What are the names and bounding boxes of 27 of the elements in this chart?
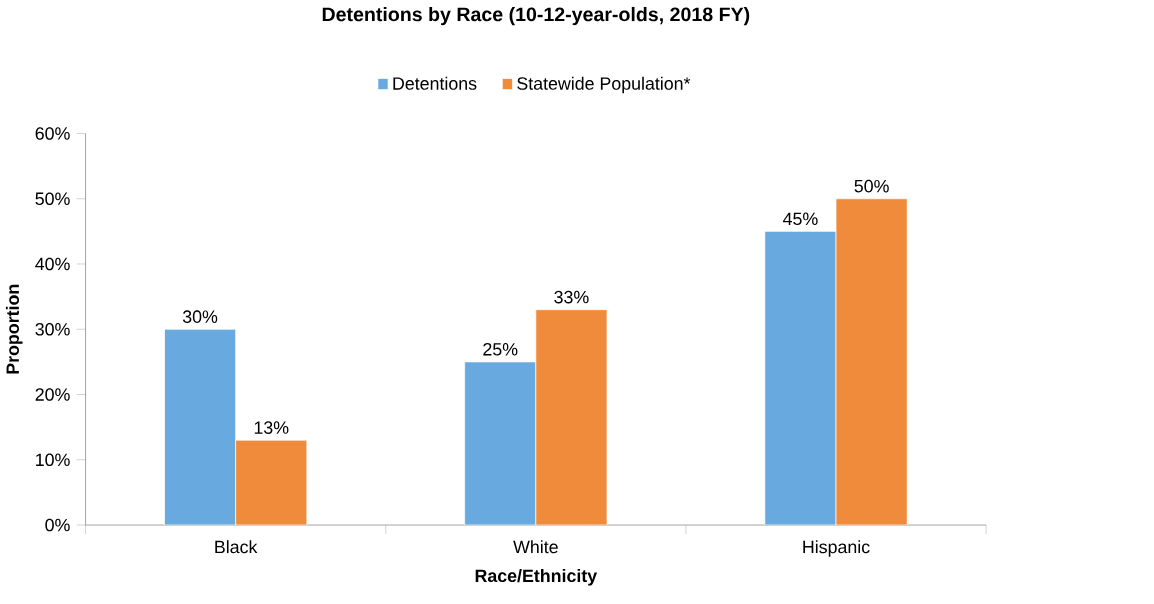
y-axis-title: Proportion: [5, 284, 23, 374]
bar: [164, 328, 237, 525]
bar: [464, 361, 537, 525]
bar: [835, 198, 908, 525]
y-tick-label: 20%: [35, 388, 70, 401]
legend-label: Statewide Population*: [517, 76, 691, 94]
x-tick-label: Black: [215, 540, 258, 554]
data-label: 13%: [254, 421, 289, 434]
data-label: 25%: [483, 342, 518, 356]
y-tick-label: 60%: [35, 127, 70, 140]
x-tick-label: Hispanic: [803, 540, 870, 557]
x-tick-label: White: [513, 540, 558, 554]
y-tick-label: 40%: [35, 257, 70, 271]
bar: [535, 309, 608, 525]
legend-label: Detentions: [393, 76, 477, 90]
y-tick-label: 0%: [45, 518, 70, 532]
chart-title: Detentions by Race (10-12-year-olds, 2018 FY): [322, 6, 750, 26]
data-label: 30%: [182, 310, 218, 323]
bar: [235, 439, 308, 525]
data-label: 33%: [554, 290, 589, 304]
bar: [764, 230, 837, 525]
data-label: 50%: [854, 179, 889, 193]
y-tick-label: 30%: [35, 322, 70, 336]
data-label: 45%: [783, 212, 818, 225]
x-axis-title: Race/Ethnicity: [475, 568, 598, 586]
y-tick-label: 50%: [35, 192, 70, 205]
y-tick-label: 10%: [36, 453, 70, 466]
